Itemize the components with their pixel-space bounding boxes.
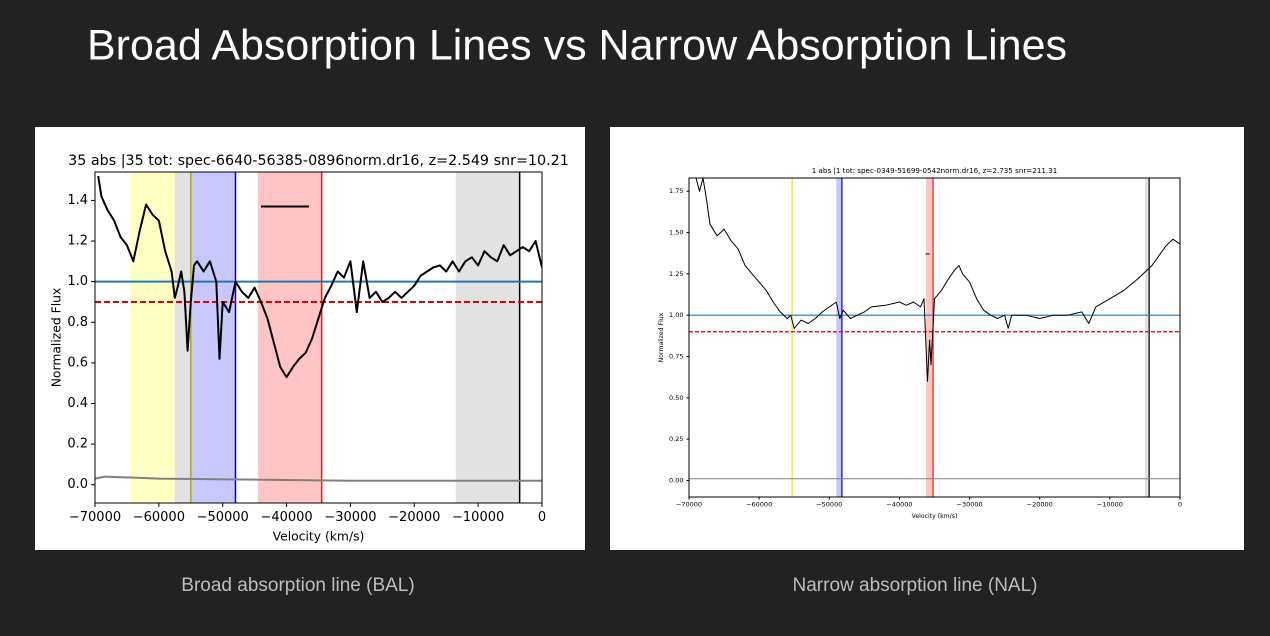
data-line — [95, 475, 542, 482]
x-tick-label: 0 — [538, 510, 546, 525]
axes-frame — [688, 177, 1181, 498]
y-tick-label: 0.00 — [669, 476, 683, 484]
y-tick-label: 1.0 — [67, 274, 88, 289]
y-tick-label: 0.6 — [67, 355, 88, 370]
shaded-region — [130, 172, 175, 503]
x-tick-label: −40000 — [260, 510, 312, 525]
slide-title: Broad Absorption Lines vs Narrow Absorpt… — [87, 21, 1067, 69]
x-tick-label: 0 — [1178, 501, 1182, 509]
x-tick-label: −20000 — [1027, 501, 1053, 509]
plot-area — [95, 172, 542, 503]
data-line — [97, 175, 542, 379]
y-tick-label: 1.2 — [67, 234, 88, 249]
y-tick-label: 1.00 — [669, 311, 683, 319]
caption: Narrow absorption line (NAL) — [793, 575, 1038, 596]
x-tick-label: −50000 — [197, 510, 249, 525]
shaded-region — [174, 172, 191, 503]
y-tick-label: 0.4 — [67, 396, 88, 411]
shaded-region — [455, 172, 520, 503]
chart-title: 35 abs |35 tot: spec-6640-56385-0896norm… — [68, 153, 569, 169]
y-tick-label: 1.75 — [669, 187, 683, 195]
x-tick-label: −10000 — [452, 510, 504, 525]
caption: Broad absorption line (BAL) — [181, 575, 414, 596]
shaded-region — [257, 172, 322, 503]
y-tick-label: 0.25 — [669, 435, 683, 443]
x-tick-label: −10000 — [1097, 501, 1123, 509]
x-tick-label: −30000 — [957, 501, 983, 509]
x-tick-label: −60000 — [133, 510, 185, 525]
y-tick-label: 1.4 — [67, 193, 88, 208]
x-tick-label: −70000 — [676, 501, 702, 509]
axes-frame — [94, 171, 543, 504]
x-axis-label: Velocity (km/s) — [273, 530, 365, 544]
x-axis-label: Velocity (km/s) — [912, 513, 958, 520]
shaded-region — [836, 178, 842, 497]
x-tick-label: −60000 — [746, 501, 772, 509]
y-axis-label: Normalized Flux — [658, 312, 665, 362]
shaded-region — [926, 178, 934, 497]
plot-area — [689, 178, 1180, 497]
chart-title: 1 abs |1 tot: spec-0349-51699-0542norm.d… — [812, 166, 1058, 175]
y-tick-label: 0.8 — [67, 315, 88, 330]
x-tick-label: −50000 — [816, 501, 842, 509]
shaded-region — [190, 172, 236, 503]
y-tick-label: 1.25 — [669, 270, 683, 278]
x-tick-label: −70000 — [69, 510, 121, 525]
y-tick-label: 0.2 — [67, 437, 88, 452]
y-tick-label: 0.75 — [669, 353, 683, 361]
y-tick-label: 0.50 — [669, 394, 683, 402]
x-tick-label: −30000 — [324, 510, 376, 525]
y-axis-label: Normalized Flux — [50, 288, 64, 388]
y-tick-label: 0.0 — [67, 477, 88, 492]
shaded-region — [1144, 178, 1150, 497]
x-tick-label: −20000 — [388, 510, 440, 525]
y-tick-label: 1.50 — [669, 229, 683, 237]
data-line — [695, 178, 1180, 382]
x-tick-label: −40000 — [886, 501, 912, 509]
